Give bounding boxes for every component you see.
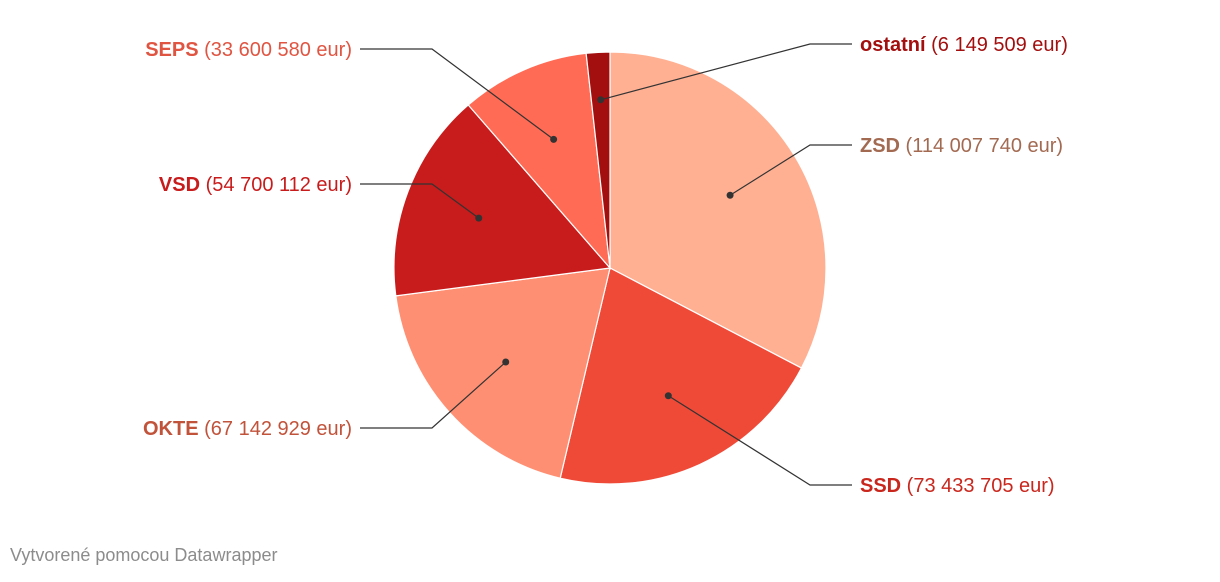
slice-label-name: VSD: [159, 174, 200, 196]
slice-labels: ZSD (114 007 740 eur) SSD (73 433 705 eur…: [143, 34, 1068, 497]
slice-label-name: ZSD: [860, 135, 900, 157]
slice-label-ostatn: ostatní (6 149 509 eur): [860, 34, 1068, 56]
leader-dot-ostatn: [597, 96, 605, 104]
slice-label-value: (114 007 740 eur): [900, 135, 1063, 157]
pie-slice-ostatn: [585, 51, 611, 269]
slice-label-name: SSD: [860, 475, 901, 497]
leader-line-okte: [360, 361, 507, 429]
slice-label-value: (6 149 509 eur): [926, 34, 1068, 56]
leader-line-ostatn: [600, 43, 852, 101]
slice-label-name: SEPS: [145, 39, 198, 61]
slice-label-name: OKTE: [143, 418, 199, 440]
pie-slice-vsd: [393, 104, 612, 297]
leader-dot-zsd: [726, 191, 734, 199]
slice-label-value: (54 700 112 eur): [200, 174, 352, 196]
leader-lines: [360, 43, 852, 486]
slice-label-okte: OKTE (67 142 929 eur): [143, 418, 352, 440]
slice-label-value: (73 433 705 eur): [901, 475, 1054, 497]
leader-dot-vsd: [475, 214, 483, 222]
pie-slices: [393, 51, 827, 485]
slice-label-vsd: VSD (54 700 112 eur): [159, 174, 352, 196]
slice-label-zsd: ZSD (114 007 740 eur): [860, 135, 1063, 157]
leader-line-vsd: [360, 183, 480, 219]
slice-label-value: (67 142 929 eur): [199, 418, 352, 440]
leader-dot-ssd: [664, 392, 672, 400]
slice-label-name: ostatní: [860, 34, 927, 56]
slice-label-seps: SEPS (33 600 580 eur): [145, 39, 352, 61]
pie-slice-ssd: [559, 267, 803, 485]
footer-credit: Vytvorené pomocou Datawrapper: [10, 545, 278, 565]
leader-dot-okte: [502, 358, 510, 366]
leader-line-ssd: [667, 395, 852, 486]
slice-label-value: (33 600 580 eur): [199, 39, 352, 61]
leader-line-zsd: [729, 144, 852, 196]
pie-slice-seps: [467, 52, 611, 270]
leader-dot-seps: [550, 135, 558, 143]
leader-line-seps: [360, 48, 554, 140]
pie-slice-zsd: [609, 51, 827, 369]
slice-label-ssd: SSD (73 433 705 eur): [860, 475, 1055, 497]
